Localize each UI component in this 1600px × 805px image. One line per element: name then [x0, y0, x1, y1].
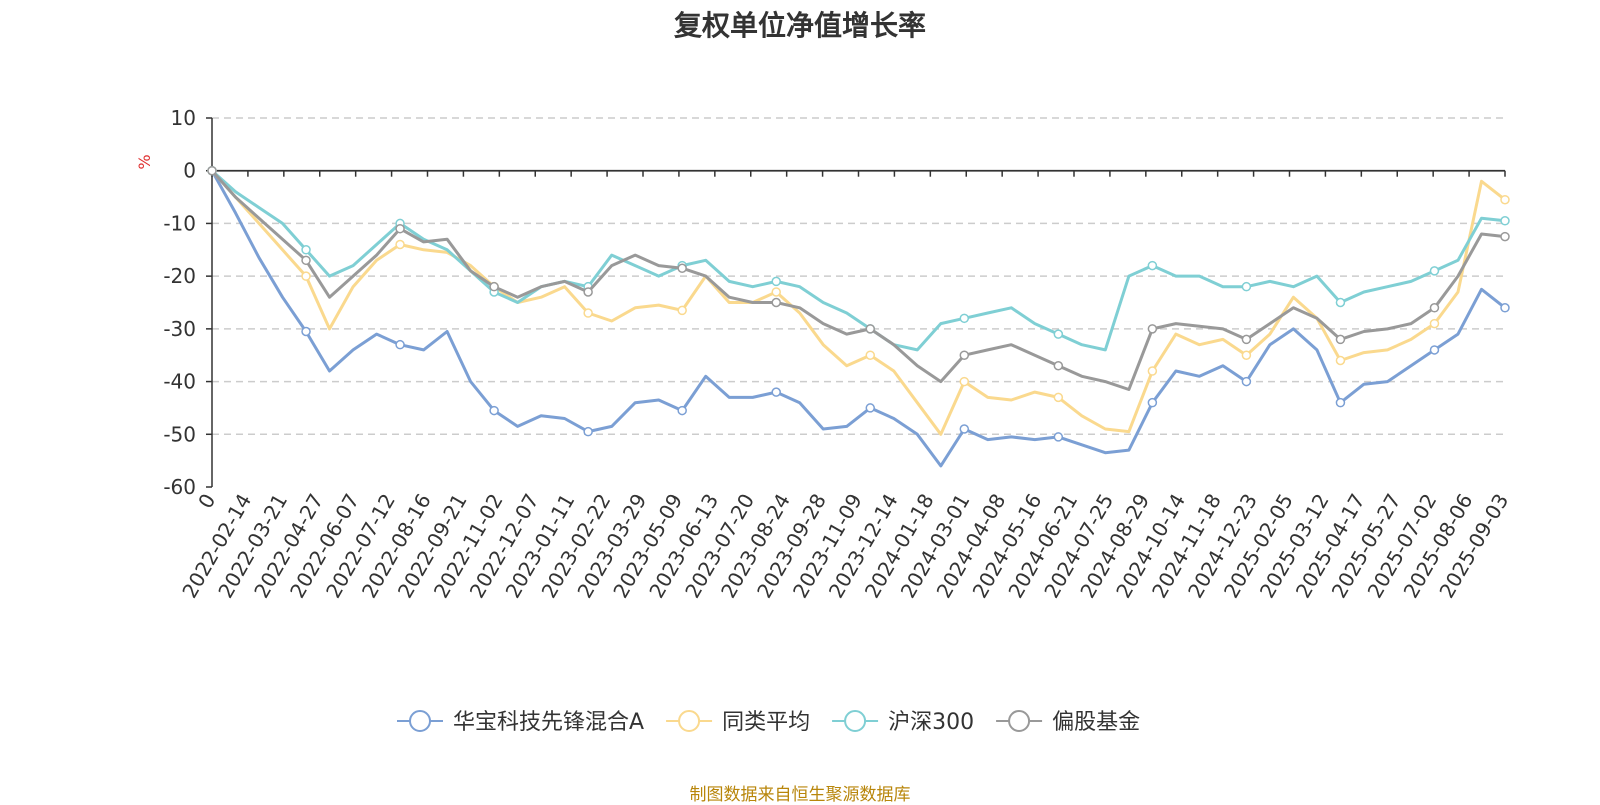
legend-marker [1008, 710, 1031, 732]
data-point [677, 405, 687, 416]
data-point [1335, 334, 1346, 345]
data-point [1335, 397, 1346, 408]
legend-item-1[interactable]: 同类平均 [666, 710, 810, 735]
series-3 [207, 165, 1510, 391]
y-tick-label: -30 [163, 317, 196, 341]
data-point [959, 313, 970, 324]
y-tick-label: -40 [163, 370, 196, 394]
data-point [301, 271, 311, 281]
grid [212, 117, 1505, 436]
legend-item-2[interactable]: 沪深300 [832, 710, 974, 735]
series-line [210, 169, 1506, 352]
data-point [865, 324, 876, 334]
data-point [959, 350, 970, 360]
legend-label: 华宝科技先锋混合A [453, 710, 644, 735]
data-point [489, 405, 499, 416]
series-lines [207, 165, 1510, 468]
data-point [1500, 216, 1510, 226]
legend-marker [409, 710, 431, 732]
data-point [771, 276, 781, 287]
data-point [583, 308, 593, 318]
data-point [1429, 266, 1440, 276]
data-point [677, 305, 687, 316]
data-point [1053, 432, 1064, 442]
data-point [1053, 329, 1064, 339]
data-point [1147, 324, 1158, 334]
y-tick-label: -20 [163, 264, 196, 288]
data-point [1500, 194, 1510, 205]
data-point [959, 424, 970, 434]
data-point [301, 245, 311, 255]
series-line [210, 169, 1506, 436]
chart-title: 复权单位净值增长率 [673, 9, 926, 42]
data-point [1241, 350, 1252, 360]
legend-label: 沪深300 [888, 710, 974, 735]
data-point [771, 287, 781, 297]
data-point [1335, 297, 1346, 308]
data-point [1241, 334, 1252, 345]
data-point [583, 287, 593, 297]
data-point [1147, 366, 1158, 376]
y-tick-label: -10 [163, 211, 196, 235]
data-point [489, 281, 499, 292]
data-point [771, 387, 781, 397]
data-point [395, 239, 405, 250]
y-axis-label: % [135, 154, 154, 169]
data-point [1429, 318, 1440, 329]
data-point [677, 263, 687, 273]
data-point [1053, 361, 1064, 371]
data-point [959, 376, 970, 387]
legend-label: 偏股基金 [1052, 710, 1140, 735]
series-2 [207, 165, 1510, 352]
legend: 华宝科技先锋混合A 同类平均 沪深300 偏股基金 [397, 710, 1140, 735]
series-line [210, 169, 1506, 391]
data-point [1241, 281, 1252, 292]
data-point [583, 426, 593, 437]
y-tick-label: -50 [163, 422, 196, 446]
legend-item-0[interactable]: 华宝科技先锋混合A [397, 710, 644, 735]
data-point [1147, 397, 1158, 408]
series-line [210, 169, 1506, 468]
data-point [865, 403, 876, 413]
data-point [395, 223, 405, 234]
data-point [1429, 345, 1440, 355]
data-point [771, 297, 781, 308]
data-point [395, 339, 405, 350]
y-tick-label: -60 [163, 475, 196, 499]
data-point [301, 255, 311, 266]
data-point [1053, 392, 1064, 403]
legend-label: 同类平均 [722, 710, 810, 735]
data-point [1429, 303, 1440, 313]
data-point [1147, 260, 1158, 271]
data-point [1241, 376, 1252, 387]
y-tick-label: 0 [183, 159, 196, 183]
data-point [1335, 355, 1346, 366]
x-tick-label: 0 [193, 490, 220, 513]
data-point [1500, 231, 1510, 242]
source-note: 制图数据来自恒生聚源数据库 [689, 785, 911, 805]
legend-marker [678, 710, 701, 732]
y-tick-label: 10 [171, 106, 196, 130]
series-1 [207, 165, 1510, 436]
legend-item-3[interactable]: 偏股基金 [996, 710, 1140, 735]
legend-marker [844, 710, 867, 732]
axes: 100-10-20-30-40-50-6002022-02-142022-03-… [163, 106, 1513, 602]
data-point [1500, 303, 1510, 313]
data-point [207, 165, 217, 176]
data-point [301, 326, 311, 337]
data-point [865, 350, 876, 360]
